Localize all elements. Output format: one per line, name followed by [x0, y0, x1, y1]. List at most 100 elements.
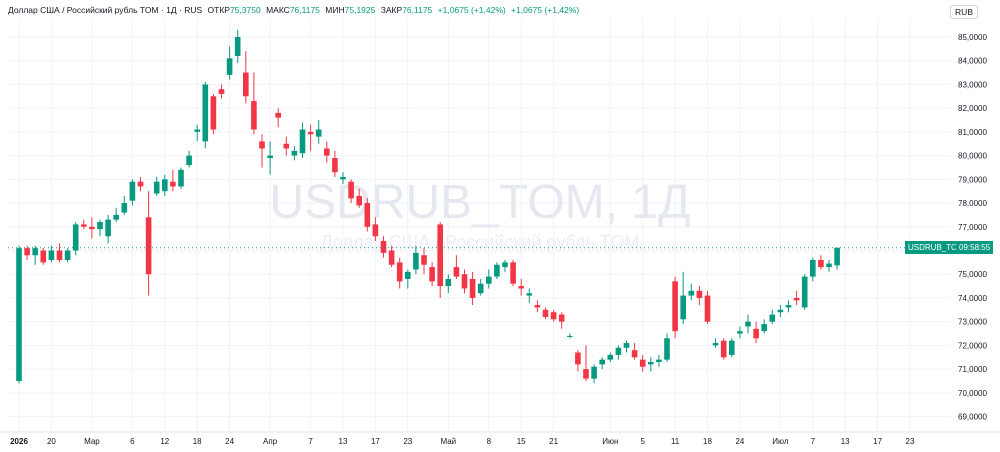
- candle: [267, 141, 273, 175]
- x-tick-label: 24: [225, 437, 234, 446]
- candle: [72, 222, 79, 256]
- x-tick-label: 18: [193, 437, 202, 446]
- candle: [810, 257, 816, 282]
- candle-body: [834, 247, 840, 266]
- candle-body: [251, 101, 257, 130]
- y-tick-label: 83,0000: [958, 80, 987, 89]
- candle-body: [445, 278, 452, 287]
- x-tick-label: 7: [308, 437, 313, 446]
- candle-body: [785, 305, 792, 308]
- x-tick-label: 18: [703, 437, 712, 446]
- candle: [437, 222, 443, 298]
- candle: [194, 124, 200, 142]
- candle: [137, 176, 144, 192]
- x-tick-label: 17: [873, 437, 882, 446]
- low-label: МИН: [325, 5, 345, 15]
- candle: [16, 245, 22, 384]
- candle-body: [226, 58, 233, 75]
- candle-body: [210, 96, 217, 130]
- candle-body: [137, 181, 144, 187]
- candle-body: [704, 295, 711, 322]
- candle: [356, 188, 362, 208]
- candle: [769, 309, 776, 325]
- candle-body: [332, 157, 338, 173]
- candle: [307, 124, 314, 151]
- candle-body: [218, 89, 225, 94]
- x-tick-label: 21: [549, 437, 558, 446]
- change-value-secondary: +1,0675 (+1,42%): [511, 5, 580, 15]
- candle-body: [477, 283, 484, 294]
- candle-body: [753, 328, 759, 339]
- candle-body: [170, 181, 176, 187]
- candle-body: [64, 250, 71, 260]
- candle: [793, 290, 800, 306]
- candle-body: [639, 359, 646, 367]
- y-tick-label: 84,0000: [958, 57, 987, 66]
- y-tick-label: 81,0000: [958, 128, 987, 137]
- time-axis[interactable]: 2026 20 Мар 6 12 18 24 Апр 7 13 17 23 Май 8 15 21 Июн 5 11…: [10, 437, 915, 446]
- candle-body: [413, 252, 419, 270]
- candle: [89, 217, 95, 239]
- candle-body: [664, 338, 670, 360]
- candle: [315, 120, 322, 144]
- candle: [688, 283, 695, 301]
- candle-body: [534, 305, 541, 308]
- x-tick-label: Мар: [84, 437, 100, 446]
- candle: [405, 269, 411, 289]
- candle-body: [712, 343, 719, 346]
- close-value: 76,1175: [402, 5, 433, 15]
- candle-body: [307, 131, 314, 135]
- candle: [826, 259, 832, 272]
- candle: [48, 245, 55, 263]
- candle-body: [631, 350, 638, 358]
- candle: [599, 357, 605, 370]
- candle-body: [243, 72, 249, 97]
- x-tick-label: Июн: [602, 437, 618, 446]
- candle-body: [299, 129, 306, 154]
- candle-body: [113, 214, 119, 220]
- candle: [113, 207, 119, 223]
- candle-body: [32, 248, 38, 256]
- y-tick-label: 75,0000: [958, 270, 987, 279]
- candle-body: [502, 262, 508, 268]
- candle-body: [194, 129, 200, 132]
- candle: [372, 217, 379, 242]
- candle: [753, 321, 759, 344]
- candle-body: [518, 286, 524, 289]
- candle-body: [575, 352, 581, 365]
- y-tick-label: 73,0000: [958, 318, 987, 327]
- candle: [186, 150, 192, 168]
- candle: [56, 243, 63, 263]
- x-tick-label: 15: [517, 437, 526, 446]
- candle: [704, 290, 711, 325]
- x-tick-label: 17: [371, 437, 380, 446]
- candle: [615, 345, 622, 360]
- candle: [121, 195, 128, 215]
- candle: [656, 354, 662, 367]
- candle-body: [405, 271, 411, 279]
- candle-body: [826, 263, 832, 268]
- candle-body: [801, 276, 808, 308]
- candle: [299, 122, 306, 158]
- candle-body: [583, 369, 589, 379]
- candle-body: [615, 347, 622, 355]
- candle: [745, 314, 751, 334]
- candle: [453, 255, 460, 279]
- candle-body: [777, 309, 784, 313]
- candle: [558, 312, 565, 329]
- candle-body: [526, 293, 533, 296]
- candle-body: [372, 224, 379, 237]
- candle: [607, 352, 614, 363]
- candle: [494, 262, 500, 279]
- candle: [81, 219, 87, 230]
- candle-body: [607, 354, 614, 360]
- currency-button[interactable]: RUB: [950, 5, 978, 19]
- watermark-subtitle: Доллар США / Российский рубль TOM: [321, 232, 640, 252]
- candle: [162, 174, 168, 196]
- high-label: МАКС: [266, 5, 290, 15]
- candle: [332, 150, 338, 177]
- candle-body: [745, 321, 751, 327]
- candle: [777, 305, 784, 317]
- candle-body: [558, 314, 565, 322]
- price-axis[interactable]: 69,0000 70,0000 71,0000 72,0000 73,0000 74,00…: [958, 33, 987, 422]
